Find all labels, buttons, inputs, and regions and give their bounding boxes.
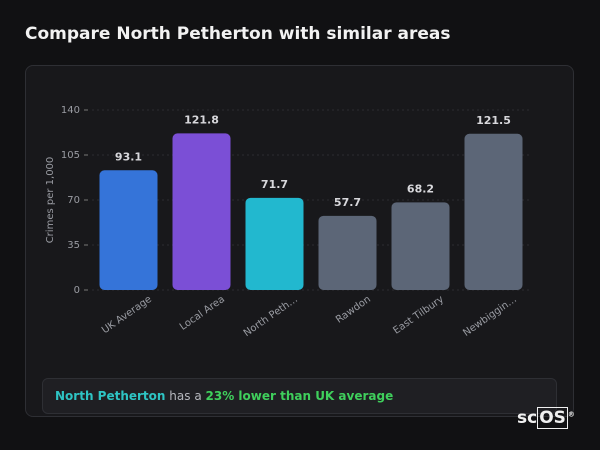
x-tick-label: UK Average — [100, 294, 154, 336]
x-tick-label: East Tilbury — [391, 294, 446, 337]
summary-highlight: 23% lower than UK average — [205, 389, 394, 403]
x-tick-label: Rawdon — [334, 294, 373, 326]
logo-mark: ® — [567, 410, 575, 419]
bar — [172, 133, 231, 290]
logo-boxed: OS — [537, 407, 568, 429]
value-label: 121.8 — [184, 113, 219, 126]
logo: sc OS ® — [517, 407, 575, 429]
value-label: 57.7 — [334, 196, 361, 209]
value-label: 93.1 — [115, 150, 142, 163]
y-axis-label: Crimes per 1,000 — [45, 157, 56, 244]
bar — [318, 215, 377, 290]
value-label: 121.5 — [476, 114, 511, 127]
bar — [464, 133, 523, 290]
y-tick-label: 0 — [74, 285, 80, 296]
value-label: 71.7 — [261, 178, 288, 191]
y-tick-label: 35 — [67, 240, 80, 251]
bar — [245, 197, 304, 290]
area-name: North Petherton — [55, 389, 166, 403]
value-label: 68.2 — [407, 182, 434, 195]
y-tick-label: 105 — [61, 150, 80, 161]
logo-prefix: sc — [517, 408, 538, 428]
bar — [99, 170, 158, 290]
y-tick-label: 70 — [67, 195, 80, 206]
x-tick-label: Local Area — [178, 294, 227, 333]
bar — [391, 202, 450, 290]
x-tick-label: Newbiggin… — [461, 294, 519, 339]
summary-text: has a — [169, 389, 202, 403]
summary: North Petherton has a 23% lower than UK … — [42, 378, 557, 414]
y-tick-label: 140 — [61, 105, 80, 116]
page-title: Compare North Petherton with similar are… — [25, 24, 451, 44]
x-tick-label: North Peth… — [242, 294, 300, 339]
